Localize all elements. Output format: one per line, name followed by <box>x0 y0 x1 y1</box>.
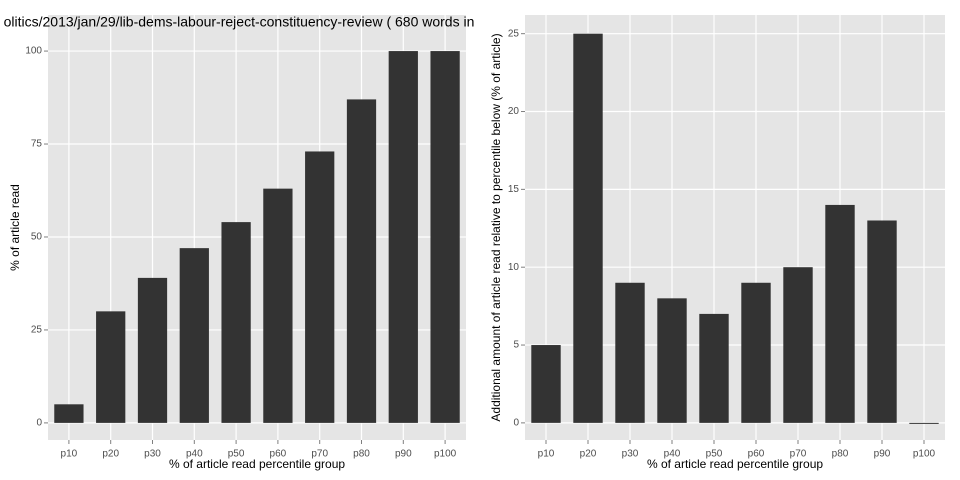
x-tick-label: p20 <box>102 449 119 460</box>
y-tick-label: 0 <box>513 418 519 429</box>
bar <box>54 404 84 423</box>
x-tick-label: p90 <box>874 449 891 460</box>
bar <box>531 345 561 423</box>
x-axis-label: % of article read percentile group <box>169 457 345 471</box>
x-tick-label: p100 <box>913 449 936 460</box>
y-tick-label: 15 <box>508 184 520 195</box>
x-tick-label: p100 <box>434 449 457 460</box>
x-tick-label: p10 <box>538 449 555 460</box>
x-tick-label: p60 <box>270 449 287 460</box>
bar <box>657 298 687 423</box>
x-tick-label: p50 <box>228 449 245 460</box>
bar <box>305 151 335 423</box>
x-tick-label: p50 <box>706 449 723 460</box>
x-tick-label: p80 <box>832 449 849 460</box>
y-tick-label: 50 <box>31 232 43 243</box>
x-tick-label: p70 <box>311 449 328 460</box>
y-tick-label: 25 <box>31 325 43 336</box>
y-axis-label: % of article read <box>8 184 22 271</box>
y-tick-label: 5 <box>513 340 519 351</box>
bar <box>699 313 729 423</box>
bar <box>179 248 209 423</box>
bar <box>783 267 813 423</box>
y-tick-label: 100 <box>25 46 42 57</box>
bar <box>430 51 460 423</box>
y-tick-label: 0 <box>36 418 42 429</box>
bar <box>867 220 897 423</box>
x-tick-label: p80 <box>353 449 370 460</box>
chart-title: olitics/2013/jan/29/lib-dems-labour-reje… <box>4 14 475 30</box>
bar <box>615 282 645 423</box>
x-tick-label: p10 <box>61 449 78 460</box>
bar <box>137 277 168 423</box>
y-tick-label: 20 <box>508 106 520 117</box>
bar <box>96 311 126 423</box>
x-tick-label: p70 <box>790 449 807 460</box>
y-tick-label: 25 <box>508 28 520 39</box>
bar <box>573 33 603 423</box>
x-tick-label: p30 <box>144 449 161 460</box>
x-axis-label: % of article read percentile group <box>647 457 823 471</box>
bar <box>741 282 771 423</box>
bar <box>346 99 377 423</box>
bar <box>388 51 418 423</box>
y-axis-label: Additional amount of article read relati… <box>489 33 503 421</box>
x-tick-label: p30 <box>622 449 639 460</box>
x-tick-label: p40 <box>664 449 681 460</box>
x-tick-label: p40 <box>186 449 203 460</box>
bar <box>909 422 939 424</box>
x-tick-label: p90 <box>395 449 412 460</box>
bar <box>221 222 251 423</box>
bar <box>825 204 855 423</box>
y-tick-label: 75 <box>31 139 43 150</box>
x-tick-label: p20 <box>580 449 597 460</box>
x-tick-label: p60 <box>748 449 765 460</box>
y-tick-label: 10 <box>508 262 520 273</box>
bar <box>263 188 293 423</box>
